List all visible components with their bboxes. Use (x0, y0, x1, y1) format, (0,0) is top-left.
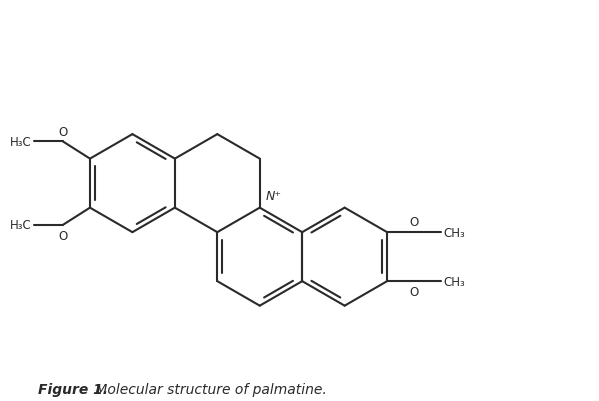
Text: O: O (410, 216, 419, 229)
Text: O: O (410, 286, 419, 298)
Text: Molecular structure of palmatine.: Molecular structure of palmatine. (91, 382, 326, 396)
Text: H₃C: H₃C (10, 136, 31, 149)
Text: CH₃: CH₃ (443, 226, 465, 239)
Text: H₃C: H₃C (10, 219, 31, 232)
Text: O: O (58, 125, 68, 138)
Text: CH₃: CH₃ (443, 275, 465, 288)
Text: N⁺: N⁺ (265, 189, 282, 202)
Text: Figure 1.: Figure 1. (38, 382, 108, 396)
Text: O: O (58, 229, 68, 242)
